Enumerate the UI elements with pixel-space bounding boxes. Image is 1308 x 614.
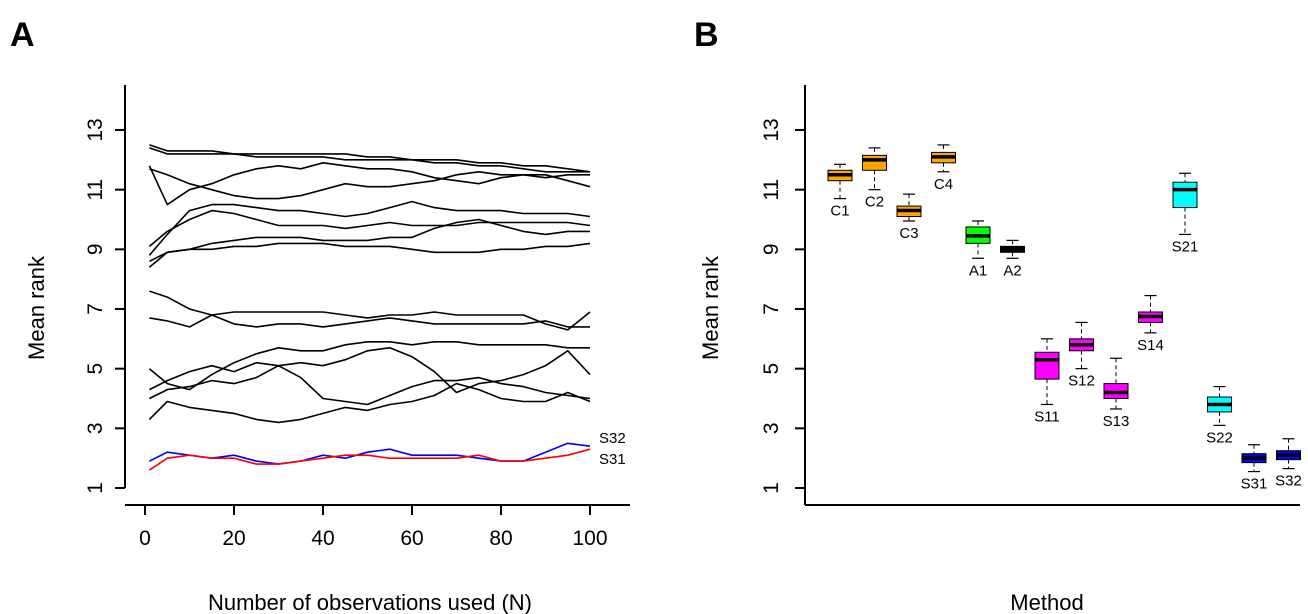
series-line-16 [148,448,591,471]
series-line-11 [148,340,590,391]
panel-b-y-tick-label: 5 [760,363,783,375]
series-line-1 [149,144,591,173]
panel-a-letter: A [10,16,35,54]
series-line-8 [148,242,591,268]
panel-a-y-tick-label: 7 [84,303,107,315]
panel-a-x-tick-label: 60 [400,527,423,550]
box-label: C4 [934,176,953,193]
series-line-6 [148,209,591,248]
box-label: S11 [1034,408,1060,425]
panel-a-y-tick-label: 5 [84,363,107,375]
box-s12: S12 [1068,321,1095,390]
box-s22: S22 [1206,385,1233,446]
panel-b-y-tick-label: 7 [760,303,783,315]
panel-a-y-tick-label: 11 [84,179,107,201]
panel-b-boxes: C1 C2 C3 C4 A1 A2 S11 S12 S13 S14 S21 S22 S31 S32 [827,144,1302,493]
series-line-14 [148,382,591,424]
box-label: S14 [1137,337,1164,354]
panel-a-x-tick-label: 20 [222,527,245,550]
box-s31: S31 [1241,444,1268,493]
box-a2: A2 [1000,239,1025,279]
box-label: S13 [1103,413,1130,430]
panel-a-y-axis-title: Mean rank [24,255,49,360]
panel-a-x-tick-label: 0 [139,527,151,550]
panel-b-letter: B [694,16,719,54]
box-label: C2 [865,194,884,211]
series-line-2 [149,147,590,173]
box-body [1172,181,1198,209]
box-s21: S21 [1172,172,1199,255]
box-label: S21 [1172,238,1199,255]
box-label: S12 [1068,373,1095,390]
box-label: C3 [899,225,918,242]
series-line-5 [148,200,591,256]
box-c1: C1 [827,163,853,220]
series-line-3 [148,162,591,206]
series-line-4 [149,168,590,200]
series-label-s31: S31 [599,451,626,468]
panel-a-y-tick-label: 13 [84,118,107,141]
box-label: C1 [830,203,849,220]
series-line-10 [149,314,590,328]
box-label: S32 [1275,473,1302,490]
panel-b-y-tick-label: 3 [760,422,783,434]
box-c3: C3 [896,193,922,242]
panel-a-x-tick-label: 100 [572,527,607,550]
panel-a-y-tick-label: 9 [84,243,107,255]
panel-a-y-tick-label: 1 [84,482,107,494]
panel-b-y-axis-title: Mean rank [698,255,723,360]
box-a1: A1 [965,220,991,279]
panel-b-y-tick-label: 9 [760,243,783,255]
panel-b-y-tick-label: 11 [760,179,783,201]
series-line-13 [149,364,591,406]
box-label: A1 [969,262,987,279]
box-s14: S14 [1137,294,1164,354]
panel-a-x-axis-title: Number of observations used (N) [208,590,532,614]
panel-b-y-tick-label: 13 [760,118,783,141]
box-body [862,154,887,171]
series-line-7 [149,218,590,263]
box-s32: S32 [1275,438,1302,490]
panel-a-y-tick-label: 3 [84,422,107,434]
panel-a-x-tick-label: 80 [489,527,512,550]
box-c4: C4 [931,144,956,193]
panel-b-x-axis-title: Method [1010,590,1083,614]
box-body [1034,351,1060,380]
box-s13: S13 [1103,357,1130,430]
panel-b-y-tick-label: 1 [760,482,783,494]
series-line-9 [149,290,591,331]
box-s11: S11 [1034,338,1060,425]
series-label-s32: S32 [599,430,626,447]
series-line-12 [149,346,591,394]
box-label: S31 [1241,476,1268,493]
box-label: A2 [1003,262,1021,279]
box-label: S22 [1206,429,1233,446]
box-c2: C2 [862,147,887,211]
panel-a-x-tick-label: 40 [311,527,334,550]
